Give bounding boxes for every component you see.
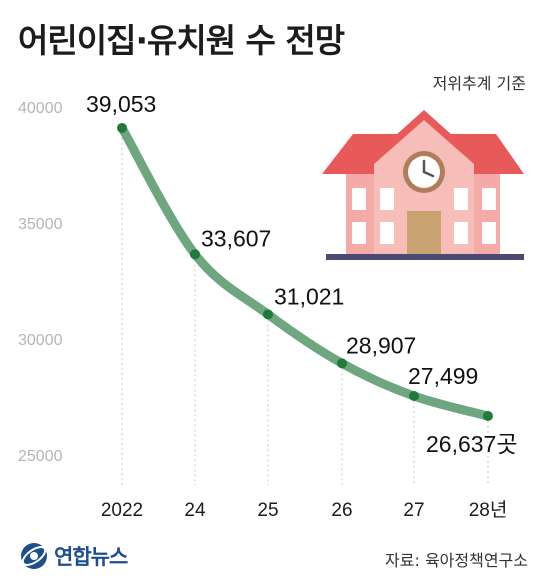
data-point-0 bbox=[117, 122, 127, 133]
x-tick-label: 27 bbox=[403, 500, 424, 521]
y-axis: 40000 35000 30000 25000 bbox=[18, 100, 63, 465]
source-note: 자료: 육아정책연구소 bbox=[385, 551, 528, 570]
x-tick-label: 26 bbox=[331, 500, 352, 521]
data-label-4: 27,499 bbox=[408, 363, 478, 389]
data-label-1: 33,607 bbox=[201, 225, 271, 251]
chart-title: 어린이집·유치원 수 전망 bbox=[18, 21, 345, 60]
x-axis: 2022 24 25 26 27 28년 bbox=[101, 499, 507, 521]
data-label-5: 26,637곳 bbox=[426, 431, 518, 457]
clock-icon bbox=[403, 151, 445, 193]
brand-name: 연합뉴스 bbox=[54, 545, 128, 569]
x-tick-label: 25 bbox=[257, 500, 278, 521]
data-point-3 bbox=[337, 358, 347, 369]
x-tick-label: 28년 bbox=[469, 499, 508, 521]
data-label-3: 28,907 bbox=[346, 332, 416, 358]
brand-logo: 연합뉴스 bbox=[20, 541, 128, 571]
data-label-0: 39,053 bbox=[86, 91, 156, 117]
data-point-4 bbox=[409, 391, 419, 402]
y-tick-label: 25000 bbox=[18, 448, 63, 465]
grid-lines bbox=[121, 127, 489, 485]
data-points bbox=[117, 122, 493, 422]
data-label-2: 31,021 bbox=[274, 283, 344, 309]
chart-note: 저위추계 기준 bbox=[432, 74, 526, 93]
yonhap-logo-icon bbox=[21, 543, 47, 569]
x-tick-label: 24 bbox=[184, 500, 206, 521]
school-building-icon bbox=[322, 110, 524, 260]
data-point-2 bbox=[263, 309, 273, 320]
data-point-1 bbox=[190, 249, 200, 260]
y-tick-label: 35000 bbox=[18, 216, 63, 233]
x-tick-label: 2022 bbox=[101, 500, 143, 521]
y-tick-label: 30000 bbox=[18, 332, 63, 349]
y-tick-label: 40000 bbox=[18, 100, 63, 117]
data-point-5 bbox=[483, 411, 493, 422]
